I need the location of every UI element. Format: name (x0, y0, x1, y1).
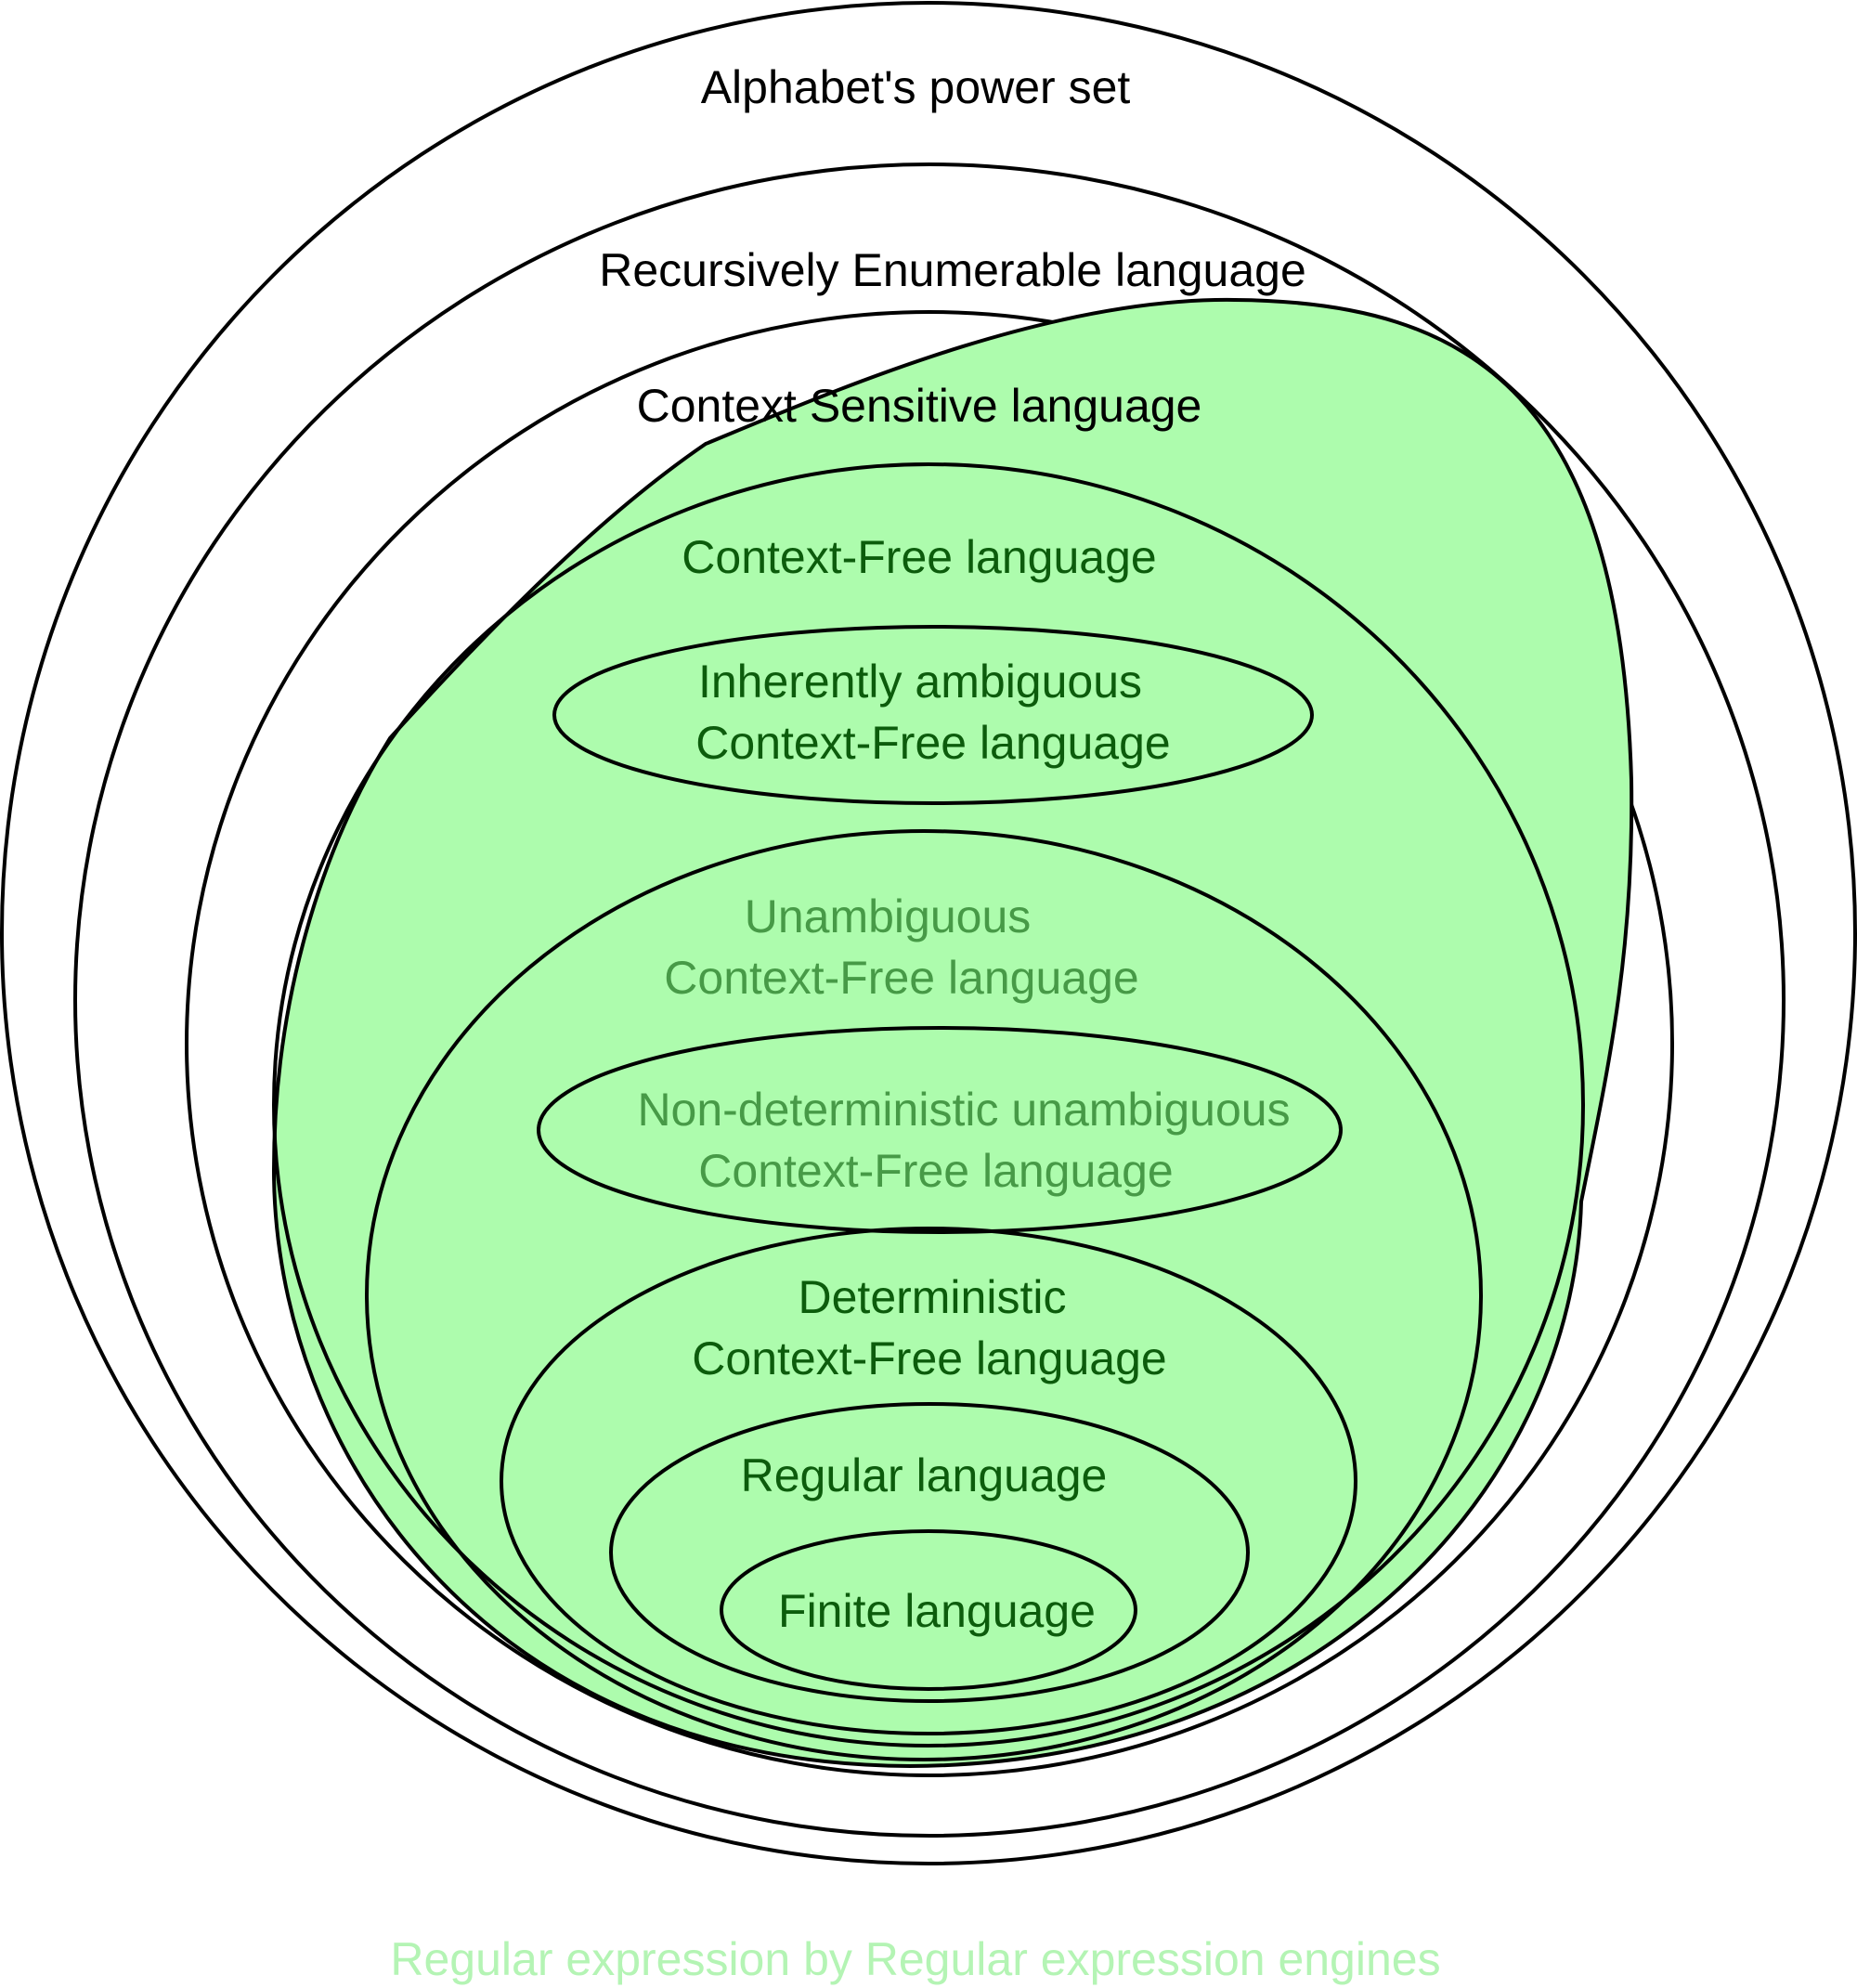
unambiguous-boundary (365, 829, 1483, 1761)
unambiguous-label-line1: Unambiguous (745, 890, 1032, 942)
nondeterministic-label-line2: Context-Free language (698, 1145, 1173, 1197)
deterministic-boundary (500, 1227, 1357, 1735)
finite-label: Finite language (778, 1585, 1096, 1637)
deterministic-label-line2: Context-Free language (692, 1332, 1166, 1384)
inherently-ambiguous-label-line1: Inherently ambiguous (698, 656, 1142, 708)
regex-engine-region (271, 297, 1634, 1769)
finite-boundary (720, 1529, 1137, 1691)
alphabet-power-set-label: Alphabet's power set (701, 61, 1131, 113)
regex-engines-caption: Regular expression by Regular expression… (390, 1933, 1440, 1985)
inherently-ambiguous-label-line2: Context-Free language (695, 717, 1170, 769)
regular-boundary (609, 1402, 1250, 1703)
context-free-boundary (272, 462, 1585, 1748)
unambiguous-label-line2: Context-Free language (664, 952, 1138, 1004)
context-free-label: Context-Free language (682, 531, 1156, 583)
inherently-ambiguous-boundary (552, 625, 1314, 805)
regular-label: Regular language (741, 1449, 1108, 1501)
context-sensitive-label: Context Sensitive language (637, 380, 1202, 432)
nondeterministic-label-line1: Non-deterministic unambiguous (637, 1084, 1290, 1136)
recursively-enumerable-boundary (73, 162, 1786, 1838)
alphabet-power-set-boundary (0, 1, 1857, 1865)
context-sensitive-boundary (185, 310, 1674, 1777)
recursively-enumerable-label: Recursively Enumerable language (599, 244, 1306, 296)
nondeterministic-unambiguous-boundary (537, 1026, 1343, 1234)
deterministic-label-line1: Deterministic (799, 1271, 1067, 1323)
